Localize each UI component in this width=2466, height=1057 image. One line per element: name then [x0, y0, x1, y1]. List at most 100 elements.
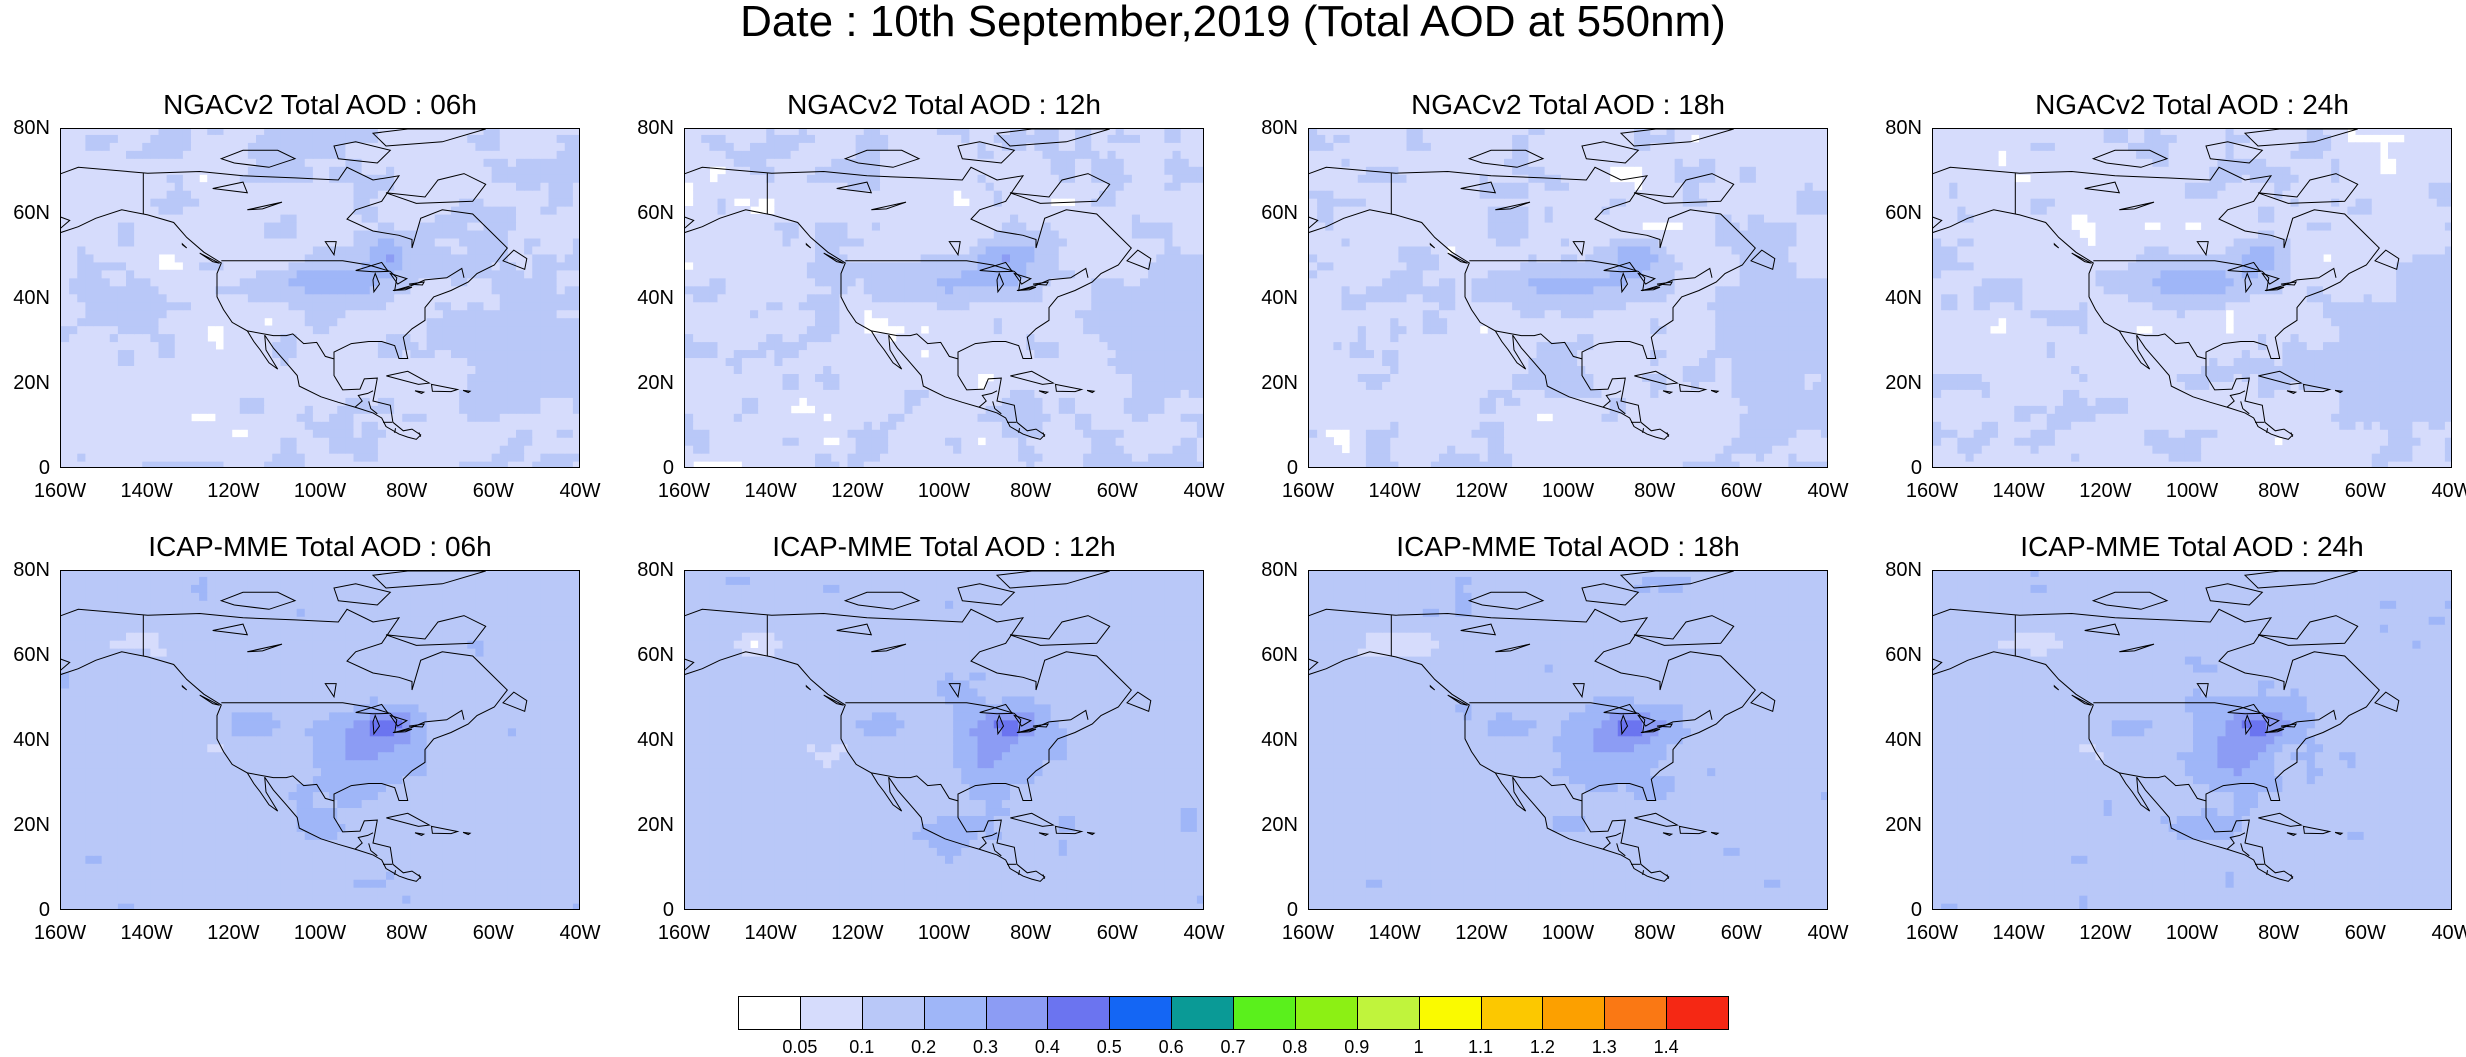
- colorbar-swatch: [1109, 996, 1172, 1030]
- x-tick-label: 40W: [2417, 922, 2466, 944]
- colorbar-label: 1.3: [1574, 1038, 1634, 1056]
- x-tick-label: 100W: [909, 922, 979, 944]
- x-tick-label: 140W: [1360, 480, 1430, 502]
- colorbar-swatch: [738, 996, 801, 1030]
- y-tick-label: 60N: [624, 203, 674, 223]
- colorbar-swatch: [924, 996, 987, 1030]
- x-tick-label: 120W: [2070, 480, 2140, 502]
- panel-title: NGACv2 Total AOD : 18h: [1308, 90, 1828, 120]
- x-tick-label: 60W: [2330, 480, 2400, 502]
- x-tick-label: 140W: [736, 922, 806, 944]
- colorbar: [738, 996, 1728, 1030]
- x-tick-label: 140W: [112, 922, 182, 944]
- y-tick-label: 40N: [624, 730, 674, 750]
- map-plot-area: [1932, 570, 2452, 910]
- colorbar-label: 0.7: [1203, 1038, 1263, 1056]
- y-tick-label: 0: [0, 900, 50, 920]
- x-tick-label: 40W: [545, 480, 615, 502]
- x-tick-label: 120W: [2070, 922, 2140, 944]
- colorbar-label: 0.3: [956, 1038, 1016, 1056]
- x-tick-label: 160W: [1273, 480, 1343, 502]
- x-tick-label: 60W: [458, 922, 528, 944]
- y-tick-label: 20N: [1872, 815, 1922, 835]
- x-tick-label: 160W: [1897, 922, 1967, 944]
- y-tick-label: 40N: [624, 288, 674, 308]
- x-tick-label: 160W: [1273, 922, 1343, 944]
- aod-map: [1933, 129, 2452, 468]
- y-tick-label: 20N: [0, 815, 50, 835]
- y-tick-label: 0: [624, 900, 674, 920]
- colorbar-label: 0.5: [1079, 1038, 1139, 1056]
- x-tick-label: 100W: [1533, 480, 1603, 502]
- colorbar-swatch: [862, 996, 925, 1030]
- colorbar-label: 1.1: [1451, 1038, 1511, 1056]
- colorbar-label: 0.2: [894, 1038, 954, 1056]
- x-tick-label: 80W: [2244, 480, 2314, 502]
- x-tick-label: 140W: [1360, 922, 1430, 944]
- y-tick-label: 80N: [1248, 118, 1298, 138]
- y-tick-label: 20N: [0, 373, 50, 393]
- colorbar-label: 0.8: [1265, 1038, 1325, 1056]
- aod-map: [685, 129, 1204, 468]
- x-tick-label: 160W: [649, 922, 719, 944]
- x-tick-label: 100W: [285, 480, 355, 502]
- map-plot-area: [684, 570, 1204, 910]
- x-tick-label: 120W: [198, 922, 268, 944]
- x-tick-label: 80W: [1620, 480, 1690, 502]
- x-tick-label: 80W: [996, 922, 1066, 944]
- x-tick-label: 120W: [822, 922, 892, 944]
- map-plot-area: [60, 570, 580, 910]
- x-tick-label: 160W: [1897, 480, 1967, 502]
- colorbar-swatch: [1047, 996, 1110, 1030]
- aod-field: [1309, 571, 1828, 910]
- x-tick-label: 80W: [1620, 922, 1690, 944]
- aod-map: [1933, 571, 2452, 910]
- x-tick-label: 140W: [112, 480, 182, 502]
- aod-field: [685, 129, 1204, 468]
- colorbar-swatch: [1233, 996, 1296, 1030]
- x-tick-label: 40W: [1169, 922, 1239, 944]
- colorbar-swatch: [1604, 996, 1667, 1030]
- aod-map: [61, 129, 580, 468]
- figure-title: Date : 10th September,2019 (Total AOD at…: [0, 0, 2466, 44]
- x-tick-label: 100W: [285, 922, 355, 944]
- panel-title: ICAP-MME Total AOD : 24h: [1932, 532, 2452, 562]
- x-tick-label: 140W: [1984, 480, 2054, 502]
- map-plot-area: [1932, 128, 2452, 468]
- aod-map: [61, 571, 580, 910]
- aod-map: [685, 571, 1204, 910]
- colorbar-swatch: [1419, 996, 1482, 1030]
- y-tick-label: 0: [0, 458, 50, 478]
- y-tick-label: 60N: [1872, 203, 1922, 223]
- y-tick-label: 20N: [1872, 373, 1922, 393]
- y-tick-label: 40N: [1248, 288, 1298, 308]
- x-tick-label: 120W: [822, 480, 892, 502]
- colorbar-label: 1.4: [1636, 1038, 1696, 1056]
- colorbar-swatch: [1171, 996, 1234, 1030]
- colorbar-label: 0.9: [1327, 1038, 1387, 1056]
- x-tick-label: 40W: [1793, 922, 1863, 944]
- x-tick-label: 160W: [25, 480, 95, 502]
- aod-map: [1309, 129, 1828, 468]
- y-tick-label: 0: [624, 458, 674, 478]
- x-tick-label: 160W: [25, 922, 95, 944]
- y-tick-label: 20N: [1248, 373, 1298, 393]
- colorbar-swatch: [1481, 996, 1544, 1030]
- panel-title: ICAP-MME Total AOD : 12h: [684, 532, 1204, 562]
- x-tick-label: 60W: [1706, 480, 1776, 502]
- y-tick-label: 20N: [1248, 815, 1298, 835]
- y-tick-label: 80N: [1248, 560, 1298, 580]
- aod-field: [685, 571, 1204, 910]
- x-tick-label: 100W: [2157, 922, 2227, 944]
- y-tick-label: 20N: [624, 373, 674, 393]
- x-tick-label: 40W: [545, 922, 615, 944]
- x-tick-label: 60W: [1706, 922, 1776, 944]
- y-tick-label: 80N: [0, 560, 50, 580]
- x-tick-label: 120W: [198, 480, 268, 502]
- y-tick-label: 40N: [1872, 730, 1922, 750]
- colorbar-swatch: [1357, 996, 1420, 1030]
